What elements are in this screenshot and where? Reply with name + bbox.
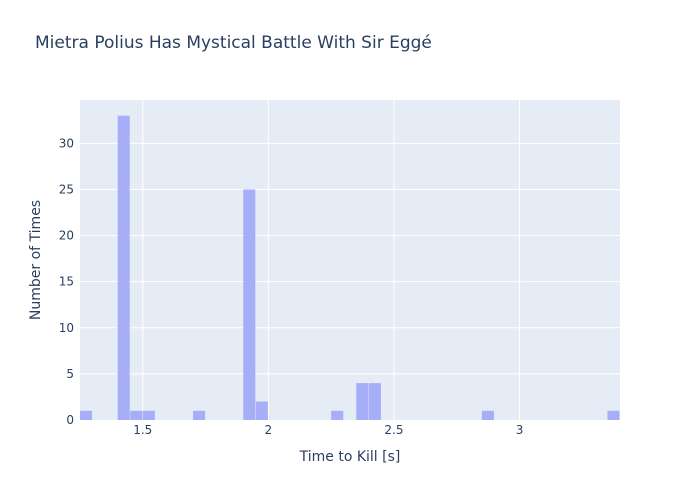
x-tick-label: 3 — [516, 423, 524, 437]
y-axis-ticks: 0 5 10 15 20 25 30 — [59, 136, 74, 427]
x-tick-label: 2.5 — [384, 423, 403, 437]
y-tick-label: 10 — [59, 321, 74, 335]
y-tick-label: 5 — [66, 367, 74, 381]
plot-area — [80, 100, 620, 420]
y-tick-label: 30 — [59, 136, 74, 150]
y-tick-label: 20 — [59, 229, 74, 243]
histogram-bar — [243, 189, 256, 420]
histogram-bar — [130, 410, 143, 420]
y-tick-label: 15 — [59, 275, 74, 289]
histogram-bar — [331, 410, 344, 420]
y-axis-title: Number of Times — [28, 200, 44, 320]
histogram-bar — [481, 410, 494, 420]
x-tick-label: 2 — [265, 423, 273, 437]
histogram-bar — [255, 401, 268, 420]
histogram-bar — [368, 383, 381, 420]
histogram-bar — [117, 115, 130, 420]
histogram-bar — [142, 410, 155, 420]
y-tick-label: 0 — [66, 413, 74, 427]
histogram-bar — [80, 410, 93, 420]
histogram-bar — [193, 410, 206, 420]
x-tick-label: 1.5 — [133, 423, 152, 437]
histogram-bar — [356, 383, 369, 420]
x-axis-ticks: 1.5 2 2.5 3 — [133, 423, 523, 437]
x-axis-title: Time to Kill [s] — [299, 449, 401, 465]
gridlines — [80, 100, 620, 420]
y-tick-label: 25 — [59, 182, 74, 196]
histogram-bar — [607, 410, 620, 420]
chart-title: Mietra Polius Has Mystical Battle With S… — [35, 33, 432, 53]
bars — [80, 115, 620, 420]
